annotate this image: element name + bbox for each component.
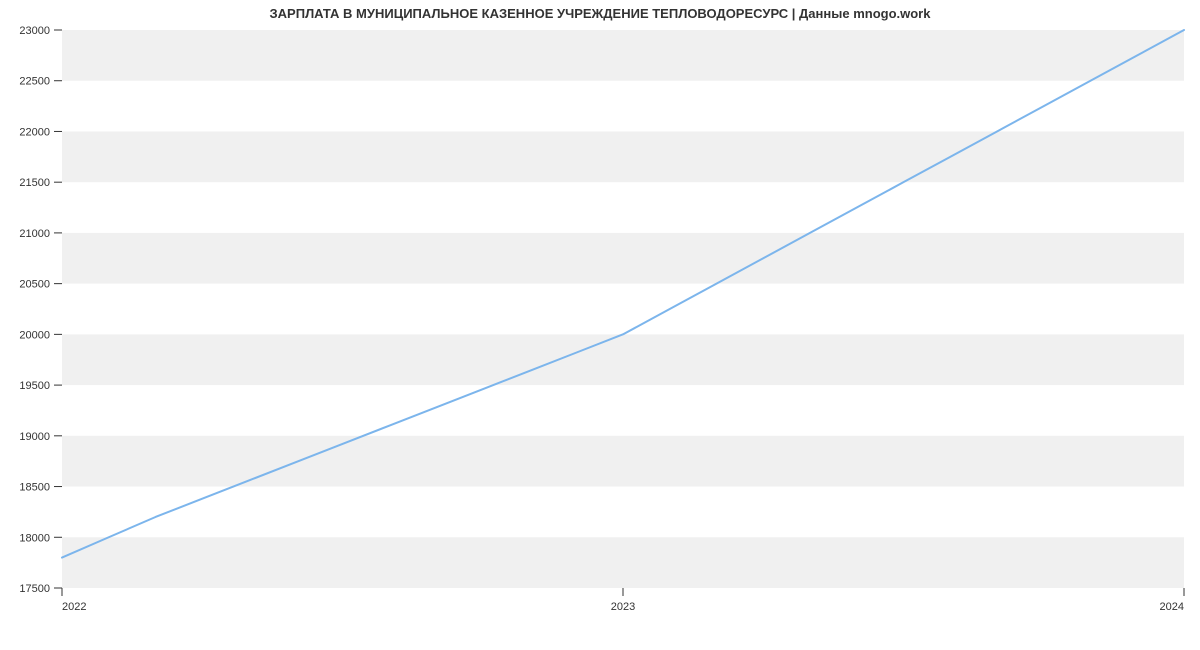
svg-text:19000: 19000 — [19, 431, 50, 443]
svg-text:18000: 18000 — [19, 532, 50, 544]
svg-text:2024: 2024 — [1160, 601, 1184, 613]
svg-text:23000: 23000 — [19, 25, 50, 37]
chart-svg: 17500 18000 18500 19000 19500 20000 20500 21000… — [0, 0, 1200, 650]
svg-text:22000: 22000 — [19, 126, 50, 138]
svg-text:20500: 20500 — [19, 279, 50, 291]
svg-text:18500: 18500 — [19, 482, 50, 494]
line-chart: ЗАРПЛАТА В МУНИЦИПАЛЬНОЕ КАЗЕННОЕ УЧРЕЖД… — [0, 0, 1200, 650]
svg-text:2022: 2022 — [62, 601, 86, 613]
svg-text:17500: 17500 — [19, 583, 50, 595]
svg-text:20000: 20000 — [19, 329, 50, 341]
svg-text:21500: 21500 — [19, 177, 50, 189]
svg-text:21000: 21000 — [19, 228, 50, 240]
svg-text:22500: 22500 — [19, 76, 50, 88]
svg-text:2023: 2023 — [611, 601, 635, 613]
svg-text:19500: 19500 — [19, 380, 50, 392]
